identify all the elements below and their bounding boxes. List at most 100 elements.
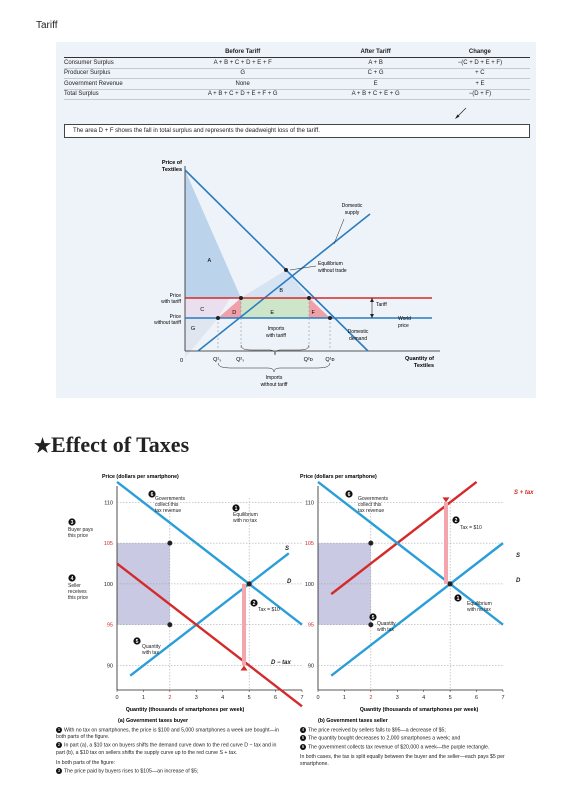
y-tick-label: 100 xyxy=(305,582,314,588)
tax-label: Tax = $10 xyxy=(460,525,482,531)
caption-b: (b) Government taxes seller xyxy=(318,718,388,724)
curve-s-tax xyxy=(330,480,478,596)
y-tick-label: 110 xyxy=(104,500,113,506)
table-cell: G xyxy=(164,68,322,79)
demand-label: D xyxy=(287,579,292,585)
explanation-text: The quantity bought decreases to 2,000 s… xyxy=(308,735,461,742)
tariff-table: Before Tariff After Tariff Change Consum… xyxy=(64,46,530,100)
marker-number: 5 xyxy=(136,639,139,645)
explanation-item: In both cases, the tax is split equally … xyxy=(300,754,530,768)
y-tick-label: 90 xyxy=(308,664,314,670)
q-label: Q²ₛ xyxy=(236,357,244,363)
x-tick-label: 4 xyxy=(221,695,224,701)
x-tick-label: 0 xyxy=(115,695,118,701)
table-cell: A + B + C + D + E + F + G xyxy=(164,89,322,100)
marker-number: 6 xyxy=(151,492,154,498)
imports-with-label: with tariff xyxy=(266,333,287,339)
explanation-item: 2 In part (a), a $10 tax on buyers shifts… xyxy=(56,742,286,756)
x-tick-label: 5 xyxy=(248,695,251,701)
marker-number: 1 xyxy=(457,596,460,602)
marker-icon xyxy=(148,490,156,498)
graph-x-title: Quantity of xyxy=(405,356,434,362)
origin-label: 0 xyxy=(180,358,183,364)
table-cell: + E xyxy=(429,78,530,90)
section-title: ★Effect of Taxes xyxy=(34,432,189,458)
curve-d xyxy=(116,480,303,626)
svg-text:Q¹ₛ Q²ₛ Q²ᴅ Q¹ᴅ: Q¹ₛ Q²ₛ Q²ᴅ Q¹ᴅ xyxy=(213,357,334,363)
curve-s xyxy=(330,542,504,677)
price-with-tariff-label: with tariff xyxy=(161,299,182,305)
explanation-item: 3 The price paid by buyers rises to $105—… xyxy=(56,767,286,775)
table-header: Change xyxy=(429,46,530,58)
y-tick-label: 100 xyxy=(104,582,113,588)
table-row: Total Surplus A + B + C + D + E + F + G … xyxy=(64,89,530,100)
marker-icon xyxy=(345,490,353,498)
y-tick-label: 90 xyxy=(107,664,113,670)
marker-icon: 3 xyxy=(56,767,62,774)
table-cell: E xyxy=(321,78,430,90)
q-label: Q¹ₛ xyxy=(213,357,221,363)
buyer-pays-label: this price xyxy=(68,533,88,539)
marker-icon xyxy=(454,594,462,602)
demand-tax-label: D − tax xyxy=(271,660,292,666)
section-title-text: Effect of Taxes xyxy=(51,432,190,457)
y-tick-label: 105 xyxy=(104,541,113,547)
tariff-graph: Price of Textiles Quantity of Textiles 0 P… xyxy=(154,160,440,388)
buyer-pays-label: Buyer pays xyxy=(68,527,94,533)
price-without-tariff-label: Price xyxy=(170,314,182,320)
explanation-text: In both cases, the tax is split equally … xyxy=(300,754,505,768)
x-tick-label: 7 xyxy=(501,695,504,701)
explanations-left: 1 With no tax on smartphones, the price i… xyxy=(56,727,286,776)
quantity-with-tax-label: Quantity xyxy=(377,621,396,627)
marker-icon xyxy=(133,637,141,645)
imports-with-label: Imports xyxy=(268,326,285,332)
marker-icon: 2 xyxy=(56,742,62,749)
curve-d-tax xyxy=(116,562,303,708)
world-price-label: price xyxy=(398,323,409,329)
star-icon: ★ xyxy=(34,436,52,457)
domestic-supply-label: Domestic xyxy=(342,203,363,209)
marker-number: 6 xyxy=(348,492,351,498)
x-tick-label: 3 xyxy=(195,695,198,701)
equilibrium-point xyxy=(368,540,374,546)
equilibrium-point xyxy=(447,581,453,587)
area-label: A xyxy=(208,258,212,264)
table-cell: Consumer Surplus xyxy=(64,57,164,69)
caption-a: (a) Government taxes buyer xyxy=(118,718,188,724)
area-a xyxy=(185,170,241,298)
equilibrium-point xyxy=(167,540,173,546)
x-tick-label: 2 xyxy=(168,695,171,701)
marker-icon xyxy=(250,599,258,607)
explanation-text: The price paid by buyers rises to $105—a… xyxy=(64,768,199,775)
table-cell: A + B + C + E + G xyxy=(321,89,430,100)
q-label: Q¹ᴅ xyxy=(325,357,334,363)
marker-number: 5 xyxy=(372,615,375,621)
tax-label: Tax = $10 xyxy=(258,607,280,613)
table-row: Consumer Surplus A + B + C + D + E + F A… xyxy=(64,57,530,69)
explanation-item: 1 With no tax on smartphones, the price i… xyxy=(56,727,286,741)
marker-number: 1 xyxy=(235,506,238,512)
equilibrium-point xyxy=(167,622,173,628)
equilibrium-label: without trade xyxy=(318,268,347,274)
explanations-right: 4 The price received by sellers falls to … xyxy=(300,727,530,769)
table-cell: −(D + F) xyxy=(429,89,530,100)
x-tick-label: 2 xyxy=(369,695,372,701)
table-cell: None xyxy=(164,78,322,90)
explanation-text: The price received by sellers falls to $… xyxy=(308,727,446,734)
x-tick-label: 6 xyxy=(274,695,277,701)
area-label: C xyxy=(200,307,204,313)
equilibrium-point xyxy=(368,622,374,628)
table-cell: A + B + C + D + E + F xyxy=(164,57,322,69)
y-tick-label: 105 xyxy=(305,541,314,547)
gov-revenue-label: collect this xyxy=(358,502,382,508)
area-b xyxy=(241,270,309,298)
